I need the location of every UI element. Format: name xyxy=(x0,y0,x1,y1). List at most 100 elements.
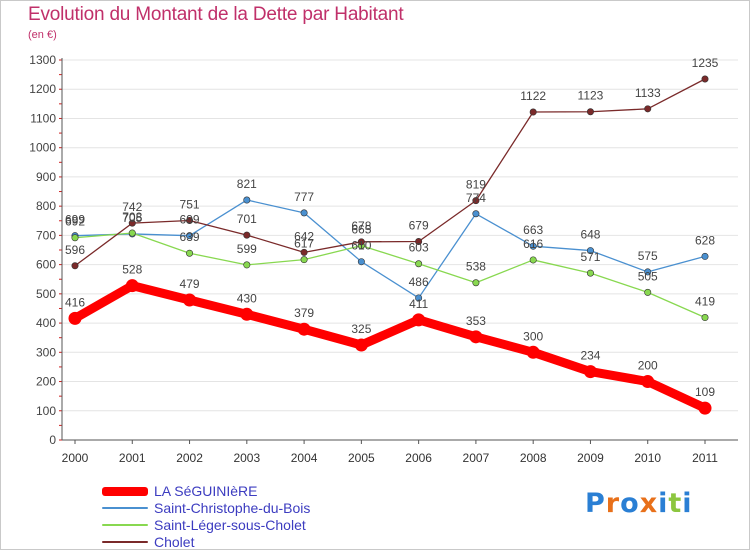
data-label: 603 xyxy=(409,241,429,255)
data-point xyxy=(243,196,251,204)
data-point xyxy=(529,108,537,116)
data-point xyxy=(529,242,537,250)
data-point xyxy=(243,231,251,239)
y-tick-label: 800 xyxy=(36,199,56,213)
data-label: 742 xyxy=(122,200,142,214)
data-point xyxy=(641,375,655,389)
legend-swatch xyxy=(102,487,148,496)
data-point xyxy=(586,269,594,277)
brand-logo: Proxiti xyxy=(585,488,693,519)
legend-swatch xyxy=(102,507,148,509)
data-label: 678 xyxy=(351,219,371,233)
data-label: 300 xyxy=(523,329,543,343)
data-point xyxy=(701,75,709,83)
data-point xyxy=(125,279,139,293)
data-point xyxy=(128,219,136,227)
data-label: 419 xyxy=(695,295,715,309)
data-point xyxy=(71,262,79,270)
data-label: 353 xyxy=(466,314,486,328)
legend-label: Saint-Léger-sous-Cholet xyxy=(154,517,306,533)
data-label: 599 xyxy=(237,242,257,256)
data-point xyxy=(472,210,480,218)
data-label: 1122 xyxy=(520,89,546,103)
data-label: 692 xyxy=(65,215,85,229)
data-label: 505 xyxy=(638,269,658,283)
y-tick-label: 1300 xyxy=(29,53,56,67)
data-label: 1235 xyxy=(692,56,719,70)
data-label: 701 xyxy=(237,212,257,226)
series-line-0 xyxy=(70,281,710,413)
x-tick-label: 2001 xyxy=(119,451,146,465)
legend-swatch xyxy=(102,524,148,526)
data-label: 379 xyxy=(294,306,314,320)
data-label: 571 xyxy=(580,250,600,264)
data-label: 648 xyxy=(580,228,600,242)
data-point xyxy=(698,401,712,415)
data-label: 708 xyxy=(122,210,142,224)
data-label: 777 xyxy=(294,190,314,204)
legend-item: LA SéGUINIèRE xyxy=(102,483,402,500)
y-tick-label: 0 xyxy=(49,433,56,447)
data-point xyxy=(644,268,652,276)
legend-label: Saint-Christophe-du-Bois xyxy=(154,500,311,516)
legend-label: LA SéGUINIèRE xyxy=(154,483,258,499)
y-tick-label: 900 xyxy=(36,170,56,184)
y-tick-label: 600 xyxy=(36,258,56,272)
legend: LA SéGUINIèRE Saint-Christophe-du-Bois Sai… xyxy=(102,483,402,551)
data-label: 663 xyxy=(523,223,543,237)
x-tick-label: 2008 xyxy=(520,451,547,465)
data-point xyxy=(354,338,368,352)
y-tick-label: 500 xyxy=(36,287,56,301)
y-tick-label: 200 xyxy=(36,375,56,389)
series-line-1 xyxy=(74,199,706,299)
data-label: 200 xyxy=(638,359,658,373)
data-point xyxy=(472,279,480,287)
data-label: 774 xyxy=(466,191,486,205)
data-label: 430 xyxy=(237,291,257,305)
data-label: 642 xyxy=(294,229,314,243)
data-label: 1123 xyxy=(578,89,604,103)
x-tick-label: 2009 xyxy=(577,451,604,465)
data-label: 665 xyxy=(351,223,371,237)
y-tick-label: 700 xyxy=(36,228,56,242)
data-label: 325 xyxy=(351,322,371,336)
data-point xyxy=(68,311,82,325)
data-label: 575 xyxy=(638,249,658,263)
y-tick-label: 1100 xyxy=(30,111,56,125)
x-tick-label: 2007 xyxy=(463,451,490,465)
x-tick-label: 2003 xyxy=(233,451,260,465)
data-point xyxy=(415,260,423,268)
data-point xyxy=(586,247,594,255)
data-point xyxy=(71,234,79,242)
chart-subtitle: (en €) xyxy=(28,29,57,41)
legend-swatch xyxy=(102,541,148,543)
data-label: 821 xyxy=(237,177,257,191)
data-point xyxy=(412,313,426,327)
data-point xyxy=(300,256,308,264)
y-tick-label: 400 xyxy=(36,316,56,330)
data-label: 109 xyxy=(695,385,715,399)
data-point xyxy=(300,248,308,256)
data-label: 596 xyxy=(65,243,85,257)
y-tick-label: 1200 xyxy=(29,82,56,96)
data-point xyxy=(583,365,597,379)
legend-label: Cholet xyxy=(154,534,195,550)
data-label: 699 xyxy=(65,213,85,227)
x-tick-label: 2005 xyxy=(348,451,375,465)
legend-item: Cholet xyxy=(102,534,402,551)
x-tick-label: 2002 xyxy=(176,451,203,465)
data-point xyxy=(183,293,197,307)
data-label: 1133 xyxy=(635,86,661,100)
series-line-3 xyxy=(74,78,706,267)
data-label: 479 xyxy=(180,277,200,291)
data-point xyxy=(357,258,365,266)
data-label: 639 xyxy=(180,230,200,244)
data-point xyxy=(529,256,537,264)
data-label: 616 xyxy=(523,237,543,251)
data-point xyxy=(128,229,136,237)
data-point xyxy=(644,105,652,113)
data-point xyxy=(644,288,652,296)
data-label: 610 xyxy=(351,239,371,253)
data-point xyxy=(186,249,194,257)
